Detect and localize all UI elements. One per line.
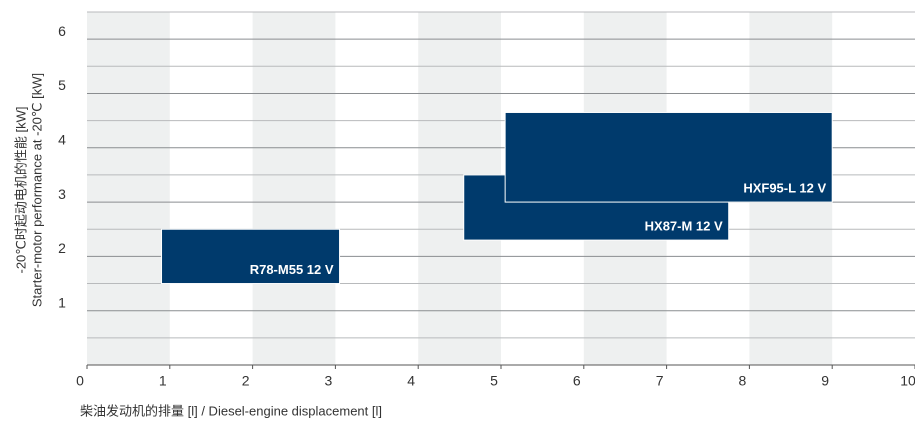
- x-tick-label: 3: [325, 373, 333, 389]
- x-tick-label: 7: [656, 373, 664, 389]
- x-tick-label: 1: [159, 373, 167, 389]
- bar-label: HXF95-L 12 V: [743, 181, 826, 196]
- y-tick-label: 2: [58, 240, 66, 256]
- x-tick-label: 0: [76, 373, 84, 389]
- x-tick-label: 8: [739, 373, 747, 389]
- y-tick-label: 3: [58, 186, 66, 202]
- y-tick-label: 5: [58, 77, 66, 93]
- x-tick-label: 9: [821, 373, 829, 389]
- x-tick-label: 2: [242, 373, 250, 389]
- bar-label: HX87-M 12 V: [645, 219, 723, 234]
- range-bar: [161, 228, 341, 285]
- y-tick-label: 1: [58, 294, 66, 310]
- band: [252, 12, 336, 365]
- x-tick-label: 5: [490, 373, 498, 389]
- y-tick-label: 4: [58, 131, 66, 147]
- y-axis-label: -20℃时起动电机的性能 [kW]: [13, 107, 28, 274]
- y-tick-label: 6: [58, 23, 66, 39]
- bar-label: R78-M55 12 V: [250, 262, 334, 277]
- range-bar: [504, 111, 833, 203]
- y-axis-label: Starter-motor performance at -20℃ [kW]: [29, 73, 44, 307]
- x-tick-label: 10: [900, 373, 915, 389]
- x-axis-label: 柴油发动机的排量 [l] / Diesel-engine displacemen…: [80, 403, 382, 418]
- x-tick-label: 4: [407, 373, 415, 389]
- band: [87, 12, 170, 365]
- x-tick-label: 6: [573, 373, 581, 389]
